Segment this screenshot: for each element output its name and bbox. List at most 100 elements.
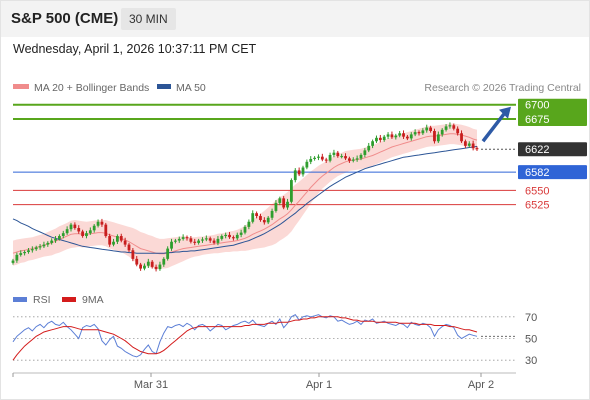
candle <box>193 238 197 246</box>
candle <box>92 224 96 233</box>
candle <box>262 217 266 225</box>
candle-body <box>42 244 46 247</box>
candle-body <box>239 232 243 235</box>
candle-body <box>259 216 262 221</box>
candle-body <box>166 248 170 259</box>
candle-body <box>69 224 73 230</box>
candle <box>212 238 216 245</box>
candle <box>282 196 286 210</box>
legend-label-9ma: 9MA <box>82 294 104 306</box>
candle-body <box>201 239 204 241</box>
candle-body <box>135 258 139 265</box>
candle <box>452 123 456 131</box>
time-tick-label: Mar 31 <box>134 379 168 391</box>
candle <box>204 235 208 242</box>
candle <box>301 165 305 177</box>
candle-body <box>77 228 81 232</box>
candle-body <box>220 236 224 239</box>
candle-body <box>158 264 162 270</box>
legend-swatch-ma20 <box>13 84 29 89</box>
candle-body <box>174 240 177 242</box>
candle <box>54 236 57 243</box>
candle-body <box>104 224 108 237</box>
candle <box>475 146 479 151</box>
candle-body <box>340 156 344 158</box>
candle-body <box>216 238 220 243</box>
candle-body <box>421 130 425 134</box>
candle-body <box>46 242 50 245</box>
candle <box>259 213 262 222</box>
bollinger-band <box>13 123 477 269</box>
candle-body <box>177 238 181 241</box>
candle <box>239 229 243 238</box>
candle <box>317 154 320 161</box>
candle <box>104 222 108 238</box>
candle-body <box>181 237 185 239</box>
candle <box>119 233 123 243</box>
candle <box>139 262 142 271</box>
candle-body <box>448 125 452 127</box>
candle <box>208 236 212 243</box>
candle <box>235 232 239 241</box>
rsi-tick-label: 30 <box>525 355 537 367</box>
time-tick-label: Apr 2 <box>468 379 494 391</box>
candle-body <box>112 241 115 245</box>
candle <box>185 235 189 241</box>
candle <box>108 233 112 247</box>
candle <box>375 135 378 143</box>
rsi-tick-label: 70 <box>525 312 537 324</box>
candle <box>320 153 324 162</box>
candle <box>127 242 131 253</box>
candle-body <box>212 240 216 243</box>
candle-body <box>243 226 247 233</box>
candle-body <box>363 150 367 155</box>
candle-body <box>278 198 282 203</box>
candle-body <box>61 233 65 237</box>
candle <box>232 235 235 241</box>
candle-body <box>359 154 363 159</box>
legend-label-ma20: MA 20 + Bollinger Bands <box>34 82 149 94</box>
candle-body <box>371 141 374 146</box>
candle-body <box>262 220 266 223</box>
candle <box>11 258 15 265</box>
candle <box>290 178 293 204</box>
candle-body <box>54 238 57 241</box>
candle <box>197 238 200 245</box>
candle <box>278 196 282 206</box>
candle <box>464 139 467 149</box>
candle-body <box>375 137 378 142</box>
candle <box>38 244 42 250</box>
candle <box>15 252 19 263</box>
time-tick-label: Apr 1 <box>306 379 332 391</box>
candle <box>220 234 224 241</box>
candle-body <box>27 250 30 253</box>
candle-body <box>266 217 270 223</box>
candle-body <box>467 143 471 146</box>
candle-body <box>332 152 336 155</box>
candle-body <box>433 130 436 142</box>
candle <box>65 226 69 235</box>
candle <box>112 238 115 247</box>
candle <box>313 156 316 161</box>
candle-body <box>189 238 193 242</box>
candle <box>251 210 255 224</box>
symbol-title: S&P 500 (CME) <box>11 10 119 27</box>
candle-body <box>11 260 15 263</box>
candle <box>440 128 444 137</box>
candle <box>351 157 355 163</box>
candle-body <box>313 157 316 159</box>
legend-swatch-ma50 <box>157 84 171 89</box>
candle-body <box>440 129 444 135</box>
rsi-tick-label: 50 <box>525 334 537 346</box>
timeframe-button[interactable]: 30 MIN <box>121 8 176 30</box>
candle-body <box>170 241 173 249</box>
candle <box>266 216 270 225</box>
candle-body <box>127 244 131 251</box>
candle-body <box>286 201 289 208</box>
candle <box>50 238 54 245</box>
candle <box>324 157 328 163</box>
candle-body <box>324 159 328 161</box>
candle <box>85 230 88 239</box>
candle-body <box>394 135 398 138</box>
candle <box>73 222 77 230</box>
